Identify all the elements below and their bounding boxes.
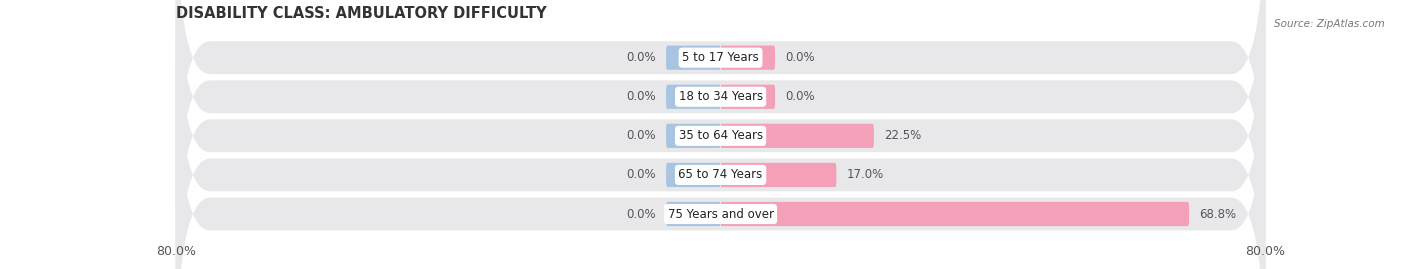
Text: 5 to 17 Years: 5 to 17 Years: [682, 51, 759, 64]
Text: 0.0%: 0.0%: [626, 129, 655, 142]
FancyBboxPatch shape: [721, 124, 873, 148]
Text: DISABILITY CLASS: AMBULATORY DIFFICULTY: DISABILITY CLASS: AMBULATORY DIFFICULTY: [176, 6, 547, 22]
Text: 0.0%: 0.0%: [626, 207, 655, 221]
Text: 18 to 34 Years: 18 to 34 Years: [679, 90, 762, 103]
FancyBboxPatch shape: [666, 85, 721, 109]
FancyBboxPatch shape: [721, 45, 775, 70]
FancyBboxPatch shape: [666, 202, 721, 226]
Text: 17.0%: 17.0%: [846, 168, 884, 181]
Text: 68.8%: 68.8%: [1199, 207, 1236, 221]
Text: 75 Years and over: 75 Years and over: [668, 207, 773, 221]
Text: 0.0%: 0.0%: [786, 90, 815, 103]
Text: 22.5%: 22.5%: [884, 129, 921, 142]
FancyBboxPatch shape: [666, 124, 721, 148]
FancyBboxPatch shape: [176, 0, 1265, 269]
FancyBboxPatch shape: [176, 0, 1265, 269]
Text: 35 to 64 Years: 35 to 64 Years: [679, 129, 762, 142]
Text: 65 to 74 Years: 65 to 74 Years: [679, 168, 762, 181]
Text: 0.0%: 0.0%: [626, 168, 655, 181]
Text: 0.0%: 0.0%: [626, 51, 655, 64]
FancyBboxPatch shape: [666, 45, 721, 70]
FancyBboxPatch shape: [666, 163, 721, 187]
FancyBboxPatch shape: [176, 35, 1265, 269]
Text: 0.0%: 0.0%: [626, 90, 655, 103]
FancyBboxPatch shape: [721, 202, 1189, 226]
FancyBboxPatch shape: [721, 163, 837, 187]
Text: 0.0%: 0.0%: [786, 51, 815, 64]
FancyBboxPatch shape: [721, 85, 775, 109]
Text: Source: ZipAtlas.com: Source: ZipAtlas.com: [1274, 19, 1385, 29]
FancyBboxPatch shape: [176, 0, 1265, 269]
FancyBboxPatch shape: [176, 0, 1265, 237]
